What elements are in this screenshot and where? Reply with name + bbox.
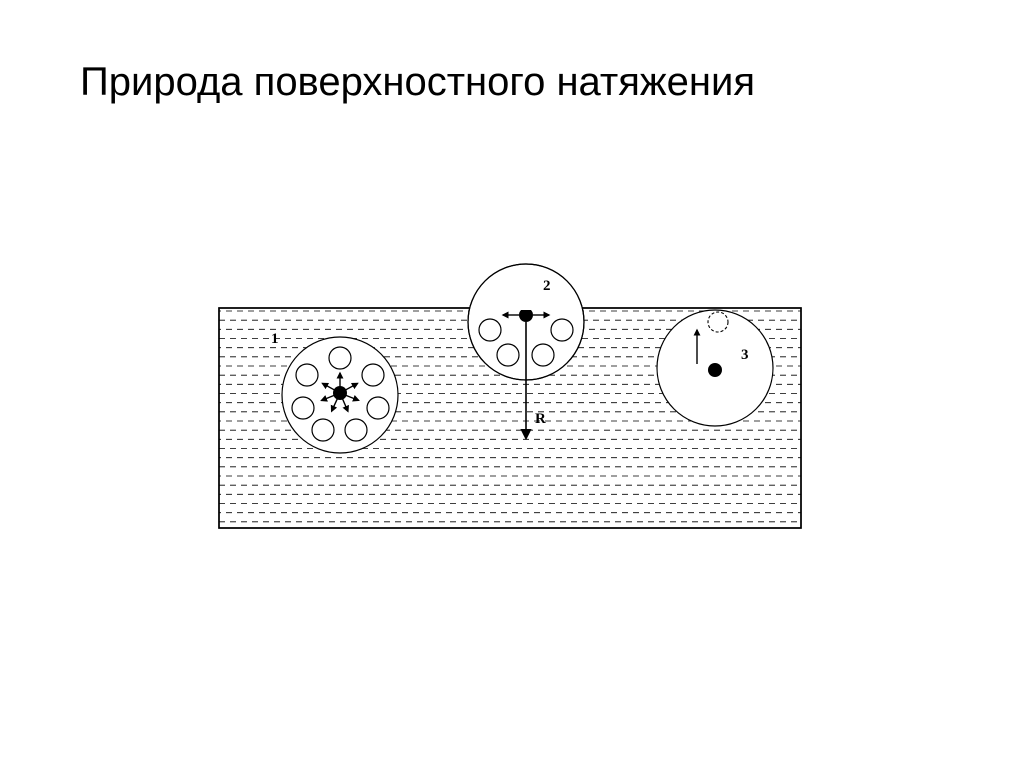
diagram-container: 1 2 3 R (215, 260, 805, 537)
label-3: 3 (741, 347, 749, 363)
page-title: Природа поверхностного натяжения (80, 60, 944, 105)
label-2: 2 (543, 278, 551, 294)
title-text: Природа поверхностного натяжения (80, 60, 755, 104)
surface-tension-diagram: 1 2 3 R (215, 260, 805, 532)
slide: Природа поверхностного натяжения 1 2 3 R (0, 0, 1024, 767)
molecule-2 (479, 308, 573, 438)
label-R: R (535, 411, 546, 427)
label-1: 1 (271, 331, 279, 347)
